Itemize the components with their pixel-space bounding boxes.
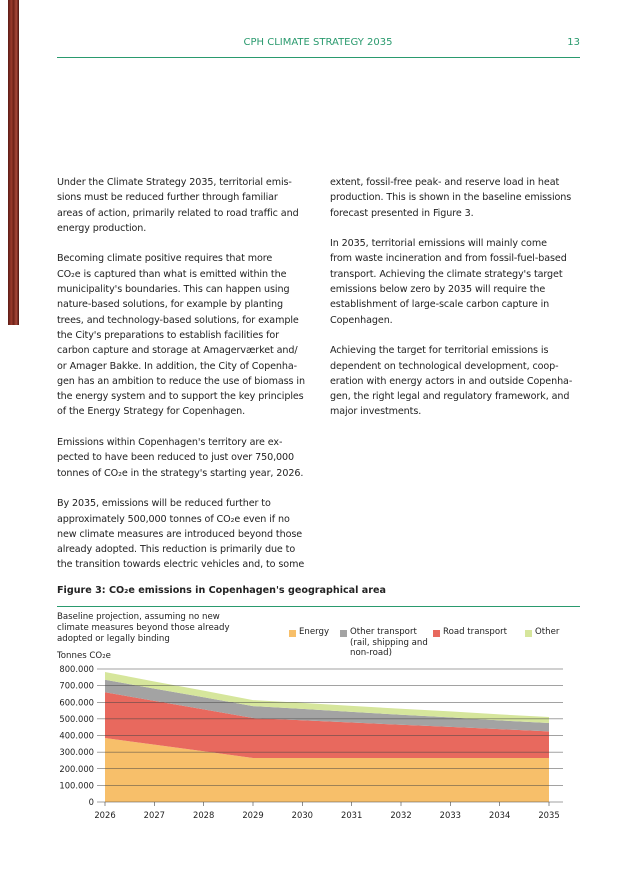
text-line: the energy system and to support the key… — [57, 391, 304, 403]
text-line: gen, the right legal and regulatory fram… — [330, 391, 570, 403]
text-line: of the Energy Strategy for Copenhagen. — [57, 406, 246, 418]
text-line: By 2035, emissions will be reduced furth… — [57, 498, 271, 510]
text-line: major investments. — [330, 406, 422, 418]
text-line: Achieving the target for territorial emi… — [330, 345, 549, 357]
x-tick-label: 2028 — [193, 810, 214, 820]
text-line: municipality's boundaries. This can happ… — [57, 284, 290, 296]
text-line: new climate measures are introduced beyo… — [57, 528, 303, 540]
x-tick-label: 2027 — [144, 810, 165, 820]
text-line: CO₂e is captured than what is emitted wi… — [57, 268, 287, 280]
text-line: production. This is shown in the baselin… — [330, 192, 572, 204]
legend-item: Road transport — [443, 627, 508, 637]
y-tick-label: 400.000 — [59, 731, 94, 741]
text-line: extent, fossil-free peak- and reserve lo… — [330, 177, 560, 188]
text-line: tonnes of CO₂e in the strategy's startin… — [57, 467, 304, 479]
header-title: CPH CLIMATE STRATEGY 2035 — [244, 37, 393, 48]
y-tick-label: 600.000 — [59, 697, 94, 707]
legend-swatch — [433, 630, 440, 637]
legend-label: Road transport — [443, 627, 508, 637]
area — [105, 671, 549, 724]
legend-swatch — [289, 630, 296, 637]
text-line: Becoming climate positive requires that … — [57, 253, 273, 265]
y-tick-label: 300.000 — [59, 747, 94, 757]
y-axis-label: Tonnes CO₂e — [56, 651, 111, 661]
text-line: the City's preparations to establish fac… — [57, 329, 279, 341]
legend-item: Energy — [299, 627, 330, 637]
y-tick-label: 200.000 — [59, 764, 94, 774]
y-tick-label: 800.000 — [59, 664, 94, 674]
text-line: Under the Climate Strategy 2035, territo… — [57, 177, 292, 188]
text-line: Emissions within Copenhagen's territory … — [57, 437, 283, 449]
text-line: forecast presented in Figure 3. — [330, 207, 474, 219]
text-column: extent, fossil-free peak- and reserve lo… — [330, 175, 590, 435]
text-line: nature-based solutions, for example by p… — [57, 299, 284, 311]
text-line: gen has an ambition to reduce the use of… — [57, 375, 305, 387]
decorative-stripe — [8, 0, 19, 325]
y-tick-label: 700.000 — [59, 681, 94, 691]
text-line: areas of action, primarily related to ro… — [57, 207, 299, 219]
legend-swatch — [340, 630, 347, 637]
x-tick-label: 2032 — [390, 810, 411, 820]
paragraph: Achieving the target for territorial emi… — [330, 343, 590, 419]
text-line: Copenhagen. — [330, 314, 393, 326]
legend-swatch — [525, 630, 532, 637]
x-tick-label: 2033 — [440, 810, 461, 820]
area — [105, 737, 549, 802]
paragraph: By 2035, emissions will be reduced furth… — [57, 496, 317, 572]
x-tick-label: 2026 — [94, 810, 115, 820]
paragraph: Becoming climate positive requires that … — [57, 251, 317, 419]
y-tick-label: 0 — [89, 797, 94, 807]
text-line: establishment of large-scale carbon capt… — [330, 299, 550, 311]
y-tick-label: 100.000 — [59, 780, 94, 790]
text-line: or Amager Bakke. In addition, the City o… — [57, 360, 298, 372]
text-line: already adopted. This reduction is prima… — [57, 544, 296, 556]
area — [105, 679, 549, 732]
legend-label: Other — [535, 627, 560, 637]
x-tick-label: 2035 — [538, 810, 559, 820]
text-column: Under the Climate Strategy 2035, territo… — [57, 175, 317, 588]
text-line: emissions below zero by 2035 will requir… — [330, 284, 546, 296]
x-tick-label: 2034 — [489, 810, 510, 820]
text-line: dependent on technological development, … — [330, 360, 559, 372]
x-tick-label: 2029 — [242, 810, 263, 820]
chart-subtitle: climate measures beyond those already — [57, 623, 230, 633]
chart-subtitle: adopted or legally binding — [57, 634, 170, 644]
text-line: carbon capture and storage at Amagerværk… — [57, 345, 298, 357]
text-line: In 2035, territorial emissions will main… — [330, 238, 547, 250]
text-line: trees, and technology-based solutions, f… — [57, 314, 299, 326]
text-line: sions must be reduced further through fa… — [57, 192, 278, 204]
text-line: approximately 500,000 tonnes of CO₂e eve… — [57, 513, 290, 525]
chart-title: Figure 3: CO₂e emissions in Copenhagen's… — [57, 585, 386, 596]
paragraph: Emissions within Copenhagen's territory … — [57, 435, 317, 481]
chart-subtitle: Baseline projection, assuming no new — [57, 612, 220, 622]
text-line: energy production. — [57, 222, 147, 234]
area — [105, 692, 549, 758]
legend-item: Other transport (rail, shipping and non-… — [350, 627, 428, 658]
paragraph: extent, fossil-free peak- and reserve lo… — [330, 175, 590, 221]
paragraph: In 2035, territorial emissions will main… — [330, 236, 590, 328]
text-line: from waste incineration and from fossil-… — [330, 253, 567, 265]
text-line: pected to have been reduced to just over… — [57, 452, 295, 464]
page-number: 13 — [567, 37, 580, 48]
x-tick-label: 2031 — [341, 810, 362, 820]
legend-label: Energy — [299, 627, 330, 637]
legend-item: Other — [535, 627, 560, 637]
paragraph: Under the Climate Strategy 2035, territo… — [57, 175, 317, 236]
text-line: transport. Achieving the climate strateg… — [330, 268, 563, 280]
legend-label: Other transport (rail, shipping and non-… — [350, 627, 428, 658]
y-tick-label: 500.000 — [59, 714, 94, 724]
text-line: eration with energy actors in and outsid… — [330, 375, 573, 387]
text-line: the transition towards electric vehicles… — [57, 559, 305, 571]
x-tick-label: 2030 — [292, 810, 313, 820]
